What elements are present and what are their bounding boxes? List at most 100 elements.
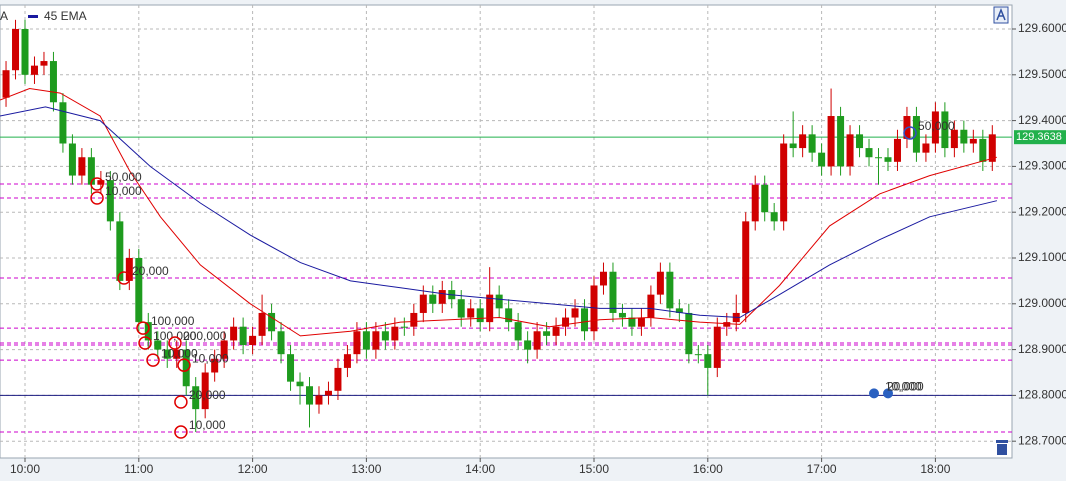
- ema-line: [0, 106, 998, 319]
- candle: [78, 148, 86, 185]
- candle-body: [97, 180, 105, 185]
- candle-body: [381, 331, 389, 341]
- candle: [296, 372, 304, 405]
- candle: [789, 111, 797, 158]
- order-label: 10,000: [161, 346, 198, 360]
- order-marker: [138, 336, 152, 350]
- candle-body: [960, 129, 968, 144]
- candle: [875, 148, 883, 185]
- candle: [438, 280, 446, 313]
- order-label: 20,000: [132, 264, 169, 278]
- candle-body: [201, 372, 209, 410]
- candle: [230, 317, 238, 350]
- y-tick-label: 128.9000: [1018, 342, 1066, 356]
- candle-body: [486, 294, 494, 323]
- candle: [173, 340, 181, 368]
- candle: [192, 377, 200, 433]
- candle: [429, 285, 437, 313]
- candle: [704, 345, 712, 396]
- candle: [2, 61, 10, 107]
- candle-body: [410, 312, 418, 327]
- candle: [353, 322, 361, 364]
- candle: [837, 106, 845, 176]
- candle: [846, 125, 854, 176]
- candle-body: [789, 143, 797, 149]
- candle-body: [988, 134, 996, 162]
- order-label: 10,000: [189, 418, 226, 432]
- candle: [960, 120, 968, 153]
- candle: [761, 175, 769, 222]
- trash-button[interactable]: [996, 440, 1008, 455]
- candle-body: [192, 386, 200, 410]
- alert-label: 20,000: [887, 380, 924, 394]
- candle: [637, 308, 645, 336]
- candle: [343, 345, 351, 378]
- order-label: 10,000: [192, 351, 229, 365]
- candle: [495, 285, 503, 318]
- trash-body: [997, 444, 1007, 455]
- candle-body: [856, 134, 864, 149]
- candle: [922, 134, 930, 162]
- candle: [106, 170, 114, 231]
- candle-body: [391, 326, 399, 341]
- candle-body: [372, 331, 380, 350]
- order-marker: [903, 126, 917, 140]
- candle: [941, 102, 949, 158]
- order-label: 100,000: [151, 314, 195, 328]
- candle-body: [675, 308, 683, 313]
- candle-body: [543, 331, 551, 336]
- candle: [12, 19, 20, 80]
- candle-body: [571, 308, 579, 318]
- x-tick-label: 12:00: [238, 462, 268, 476]
- candle-body: [827, 116, 835, 167]
- candle: [969, 129, 977, 153]
- x-tick-label: 14:00: [465, 462, 495, 476]
- candle-body: [533, 331, 541, 350]
- candle: [884, 148, 892, 171]
- order-marker: [90, 177, 104, 191]
- candle: [552, 317, 560, 346]
- candle: [211, 349, 219, 382]
- candle: [486, 267, 494, 332]
- candle-body: [467, 308, 475, 318]
- candle: [239, 317, 247, 355]
- y-tick-label: 129.5000: [1018, 67, 1066, 81]
- legend-swatch: [28, 15, 38, 18]
- candle: [656, 262, 664, 304]
- candle: [40, 51, 48, 75]
- x-tick-label: 18:00: [920, 462, 950, 476]
- alert-icon[interactable]: [869, 388, 879, 399]
- x-tick-label: 15:00: [579, 462, 609, 476]
- candle: [571, 299, 579, 327]
- candle-body: [941, 111, 949, 149]
- candle-body: [324, 390, 332, 396]
- candle-body: [562, 317, 570, 327]
- candle-body: [220, 340, 228, 359]
- candle-body: [400, 326, 408, 328]
- candle: [116, 212, 124, 291]
- candle-body: [505, 308, 513, 323]
- y-tick-label: 129.6000: [1018, 21, 1066, 35]
- candle: [799, 125, 807, 158]
- alert-icon[interactable]: [883, 388, 893, 399]
- y-tick-label: 128.7000: [1018, 433, 1066, 447]
- candle-body: [49, 61, 57, 103]
- order-label: 20,000: [189, 388, 226, 402]
- candle-body: [12, 28, 20, 71]
- candle-body: [514, 322, 522, 341]
- candle: [818, 143, 826, 176]
- candle-body: [277, 331, 285, 355]
- candle: [249, 326, 257, 355]
- candle: [780, 134, 788, 231]
- candle: [827, 88, 835, 176]
- candle: [770, 203, 778, 231]
- candle: [220, 331, 228, 368]
- candle: [609, 262, 617, 323]
- candle-body: [362, 331, 370, 350]
- candle: [125, 248, 133, 291]
- candle: [410, 303, 418, 336]
- candle-body: [609, 271, 617, 313]
- candle-body: [637, 317, 645, 327]
- order-marker: [136, 321, 150, 335]
- candle-body: [837, 116, 845, 167]
